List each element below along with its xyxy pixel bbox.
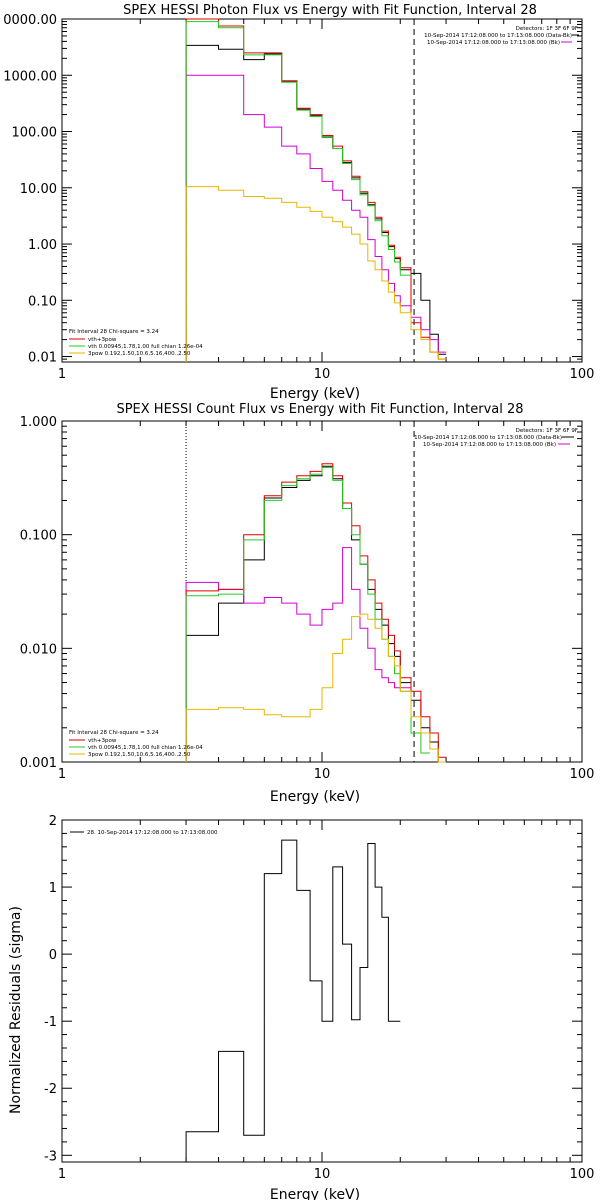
chart2-axes: 1 10 100 0.001 0.010 0.100 1.000 [20,415,595,782]
series-line [185,467,430,762]
y-tick-label: 0.01 [28,351,57,366]
y-tick-label: 100.00 [12,126,58,141]
chart2-legend-vth: vth 0.00945,1.78,1.00 full chian 1.26e-0… [88,745,203,751]
chart2-x-axis-label: Energy (keV) [270,789,360,805]
series-line [185,839,401,1162]
series-line [185,613,447,763]
y-tick-label: 1 [49,881,57,896]
chart1-legend-data-bk: 10-Sep-2014 17:12:08.000 to 17:13:08.000… [424,33,572,39]
residuals-chart: 1 10 100 -3 -2 -1 0 1 2 Energy (keV) Normalized … [8,814,594,1200]
count-flux-chart: SPEX HESSI Count Flux vs Energy with Fit… [20,402,595,805]
y-tick-label: -3 [44,1149,57,1164]
series-line [185,463,447,762]
chart1-legend-bottom: Fit Interval 28 Chi-square = 3.24 vth+3p… [69,329,203,357]
chart3-x-axis-label: Energy (keV) [270,1187,360,1200]
y-tick-label: -2 [44,1082,57,1097]
chart2-legend-bk: 10-Sep-2014 17:12:08.000 to 17:13:08.000… [423,442,556,448]
chart1-title: SPEX HESSI Photon Flux vs Energy with Fi… [123,3,537,18]
series-line [185,547,411,762]
series-line [185,21,411,362]
chart3-axes: 1 10 100 -3 -2 -1 0 1 2 [44,814,594,1182]
chart2-title: SPEX HESSI Count Flux vs Energy with Fit… [116,402,523,417]
chart3-y-axis-label: Normalized Residuals (sigma) [8,906,24,1114]
y-tick-label: -1 [44,1015,57,1030]
chart1-legend-top: Detectors: 1F 3F 6F 9F 10-Sep-2014 17:12… [424,26,579,46]
x-tick-label: 100 [570,1167,595,1182]
chart1-legend-vth: vth 0.00945,1.78,1.00 full chian 1.26e-0… [88,344,203,350]
chart1-legend-detectors: Detectors: 1F 3F 6F 9F [516,26,578,32]
chart2-legend-vth3pow: vth+3pow [88,738,117,744]
x-tick-label: 1 [58,767,66,782]
y-tick-label: 1.000 [20,415,57,430]
chart2-legend-data-bk: 10-Sep-2014 17:12:08.000 to 17:13:08.000… [414,435,562,441]
x-tick-label: 1 [58,1167,66,1182]
x-tick-label: 10 [314,367,331,382]
chart2-legend-detectors: Detectors: 1F 3F 6F 9F [516,428,578,434]
y-tick-label: 1.00 [28,238,57,253]
chart1-legend-3pow: 3pow 0.192,1.50,10.6,5.16,400.,2.50 [88,351,191,357]
y-tick-label: 0.100 [20,529,57,544]
chart1-legend-fit: Fit Interval 28 Chi-square = 3.24 [69,329,159,335]
chart2-series-group [185,463,447,763]
chart1-series-group [185,18,447,362]
x-tick-label: 100 [570,367,595,382]
y-tick-label: 0 [49,948,57,963]
chart1-x-axis-label: Energy (keV) [270,386,360,402]
y-tick-label: 10.00 [20,182,57,197]
y-tick-label: 0000.00 [3,13,57,28]
photon-flux-chart: SPEX HESSI Photon Flux vs Energy with Fi… [3,3,594,402]
chart3-series-group [185,839,401,1162]
chart2-legend-3pow: 3pow 0.192,1.50,10.6,5.16,400.,2.50 [88,752,191,758]
y-tick-label: 0.10 [28,294,57,309]
y-tick-label: 1000.00 [3,69,57,84]
y-tick-label: 0.010 [20,642,57,657]
chart2-legend-fit: Fit Interval 28 Chi-square = 3.24 [69,730,159,736]
chart2-legend-top: Detectors: 1F 3F 6F 9F 10-Sep-2014 17:12… [414,428,578,448]
chart2-legend-bottom: Fit Interval 28 Chi-square = 3.24 vth+3p… [69,730,203,758]
chart1-legend-vth3pow: vth+3pow [88,337,117,343]
y-tick-label: 0.001 [20,756,57,771]
y-tick-label: 2 [49,814,57,829]
x-tick-label: 1 [58,367,66,382]
x-tick-label: 100 [570,767,595,782]
x-tick-label: 10 [314,1167,331,1182]
series-line [185,186,447,362]
chart3-legend: 28. 10-Sep-2014 17:12:08.000 to 17:13:08… [70,830,218,836]
x-tick-label: 10 [314,767,331,782]
chart1-legend-bk: 10-Sep-2014 17:12:08.000 to 17:13:08.000… [427,40,560,46]
chart3-legend-label: 28. 10-Sep-2014 17:12:08.000 to 17:13:08… [87,830,218,836]
